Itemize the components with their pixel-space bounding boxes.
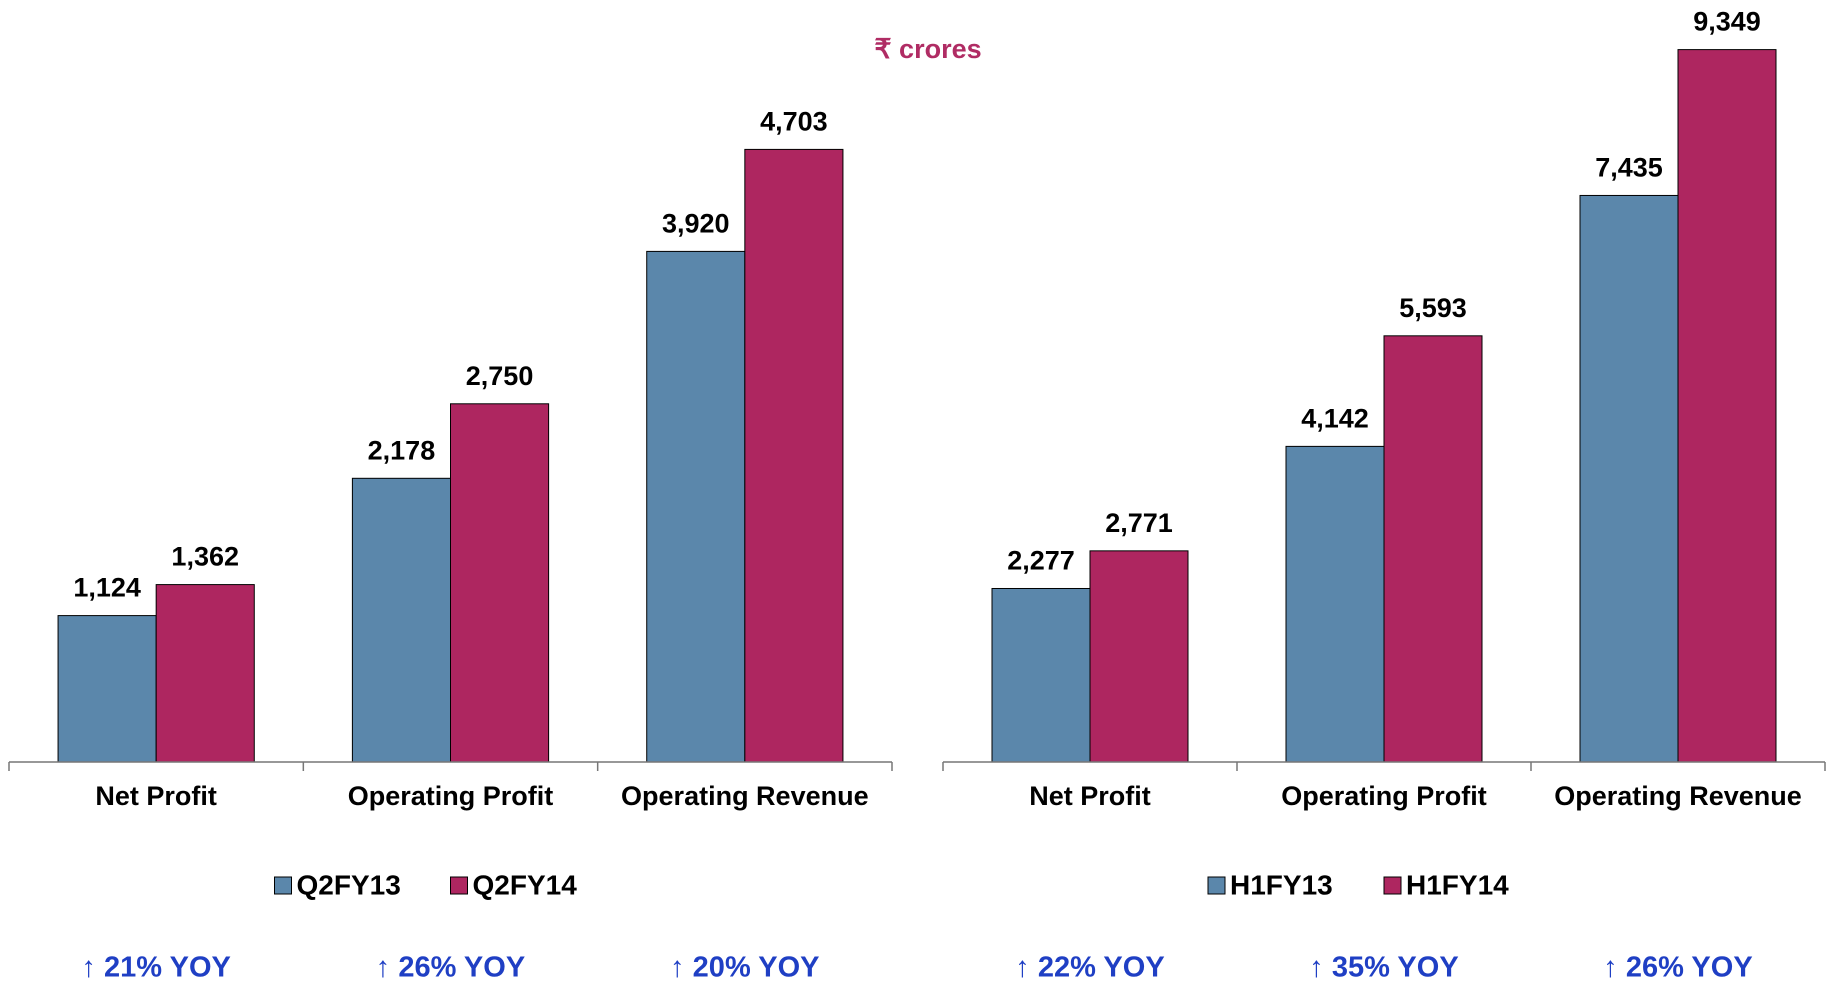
data-label: 2,277 [1007, 546, 1075, 576]
annotation: ↑ 35% YOY [1309, 952, 1458, 984]
annotation: ↑ 21% YOY [81, 952, 230, 984]
bar [1677, 49, 1777, 763]
x-tick-label: Net Profit [1029, 781, 1151, 811]
legend-label: H1FY14 [1406, 869, 1509, 900]
bar [744, 148, 844, 763]
legend-swatch [274, 876, 292, 895]
data-label: 4,703 [760, 107, 828, 137]
annotation: ↑ 26% YOY [1603, 952, 1752, 984]
data-label: 1,124 [73, 573, 141, 603]
bar [1089, 550, 1189, 763]
data-label: 1,362 [171, 542, 239, 572]
annotation: ↑ 22% YOY [1015, 952, 1164, 984]
data-label: 9,349 [1693, 7, 1761, 37]
data-label: 2,178 [368, 435, 436, 465]
legend-swatch [1207, 876, 1226, 895]
bar [1383, 335, 1483, 763]
legend-label: H1FY13 [1230, 869, 1333, 900]
annotation: ↑ 20% YOY [670, 952, 819, 984]
legend-swatch [450, 876, 468, 895]
data-label: 5,593 [1399, 293, 1467, 323]
bar [991, 587, 1091, 763]
x-tick-label: Operating Profit [1281, 781, 1487, 811]
chart-title: ₹ crores [874, 34, 981, 64]
data-label: 3,920 [662, 209, 730, 239]
bar [646, 250, 746, 763]
annotation: ↑ 26% YOY [376, 952, 525, 984]
bar [155, 584, 255, 763]
data-label: 7,435 [1595, 153, 1663, 183]
x-tick-label: Operating Profit [348, 781, 554, 811]
bar [351, 477, 451, 763]
data-label: 2,750 [466, 361, 534, 391]
x-tick-label: Operating Revenue [621, 781, 869, 811]
bar [1285, 445, 1385, 763]
legend-label: Q2FY13 [297, 869, 401, 900]
bar [1579, 194, 1679, 763]
bar [450, 403, 550, 763]
bar [57, 615, 157, 763]
legend-swatch [1383, 876, 1402, 895]
x-tick-label: Net Profit [95, 781, 217, 811]
data-label: 2,771 [1105, 508, 1173, 538]
x-tick-label: Operating Revenue [1554, 781, 1802, 811]
data-label: 4,142 [1301, 404, 1369, 434]
legend-label: Q2FY14 [473, 869, 578, 900]
